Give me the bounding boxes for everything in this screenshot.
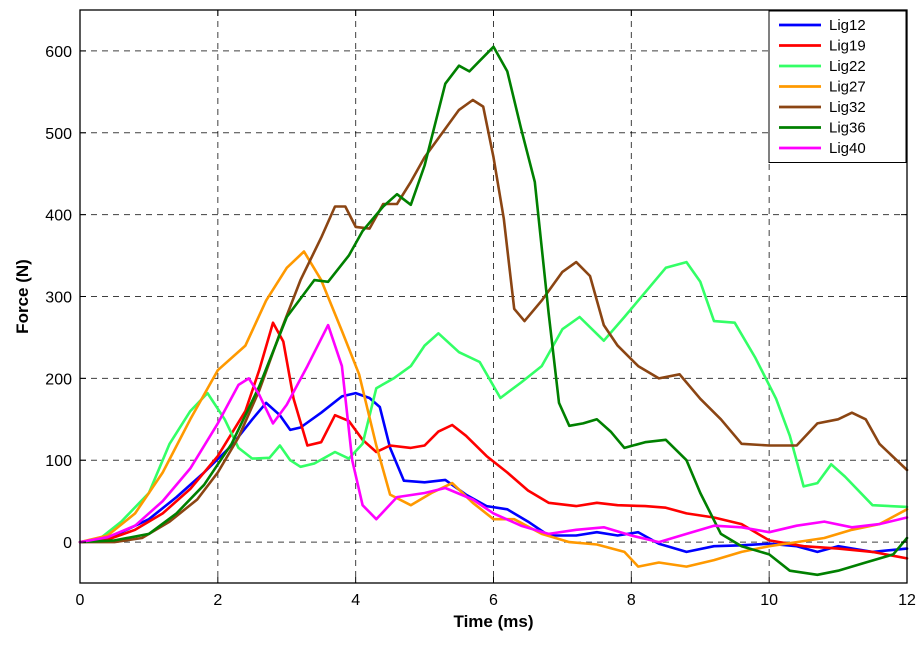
x-tick-label: 4 <box>351 592 360 609</box>
legend-label: Lig36 <box>829 120 866 137</box>
x-tick-label: 6 <box>489 592 498 609</box>
y-tick-label: 300 <box>45 290 72 307</box>
x-tick-label: 2 <box>213 592 222 609</box>
y-axis-label: Force (N) <box>13 259 32 334</box>
y-tick-label: 100 <box>45 453 72 470</box>
legend-label: Lig12 <box>829 17 866 34</box>
legend-label: Lig19 <box>829 38 866 55</box>
x-tick-label: 12 <box>898 592 916 609</box>
series-lines <box>78 45 909 577</box>
legend-label: Lig40 <box>829 140 866 157</box>
x-tick-label: 0 <box>76 592 85 609</box>
y-tick-label: 600 <box>45 44 72 61</box>
series-line-lig27 <box>78 250 909 568</box>
y-tick-label: 0 <box>63 535 72 552</box>
y-tick-label: 500 <box>45 126 72 143</box>
legend-label: Lig22 <box>829 58 866 75</box>
y-tick-label: 400 <box>45 208 72 225</box>
legend-label: Lig27 <box>829 79 866 96</box>
legend: Lig12 Lig19 Lig22 Lig27 Lig32 Lig36 Lig40 <box>768 10 907 163</box>
series-line-lig40 <box>78 323 909 544</box>
x-tick-label: 8 <box>627 592 636 609</box>
legend-label: Lig32 <box>829 99 866 116</box>
series-line-lig36 <box>78 45 909 577</box>
x-axis-label: Time (ms) <box>454 612 534 631</box>
series-line-lig19 <box>78 321 909 560</box>
series-line-lig22 <box>78 260 909 544</box>
x-tick-label: 10 <box>760 592 778 609</box>
y-tick-label: 200 <box>45 371 72 388</box>
axis-ticks: 0 2 4 6 8 10 12 0 100 200 300 400 500 600 <box>45 10 916 609</box>
